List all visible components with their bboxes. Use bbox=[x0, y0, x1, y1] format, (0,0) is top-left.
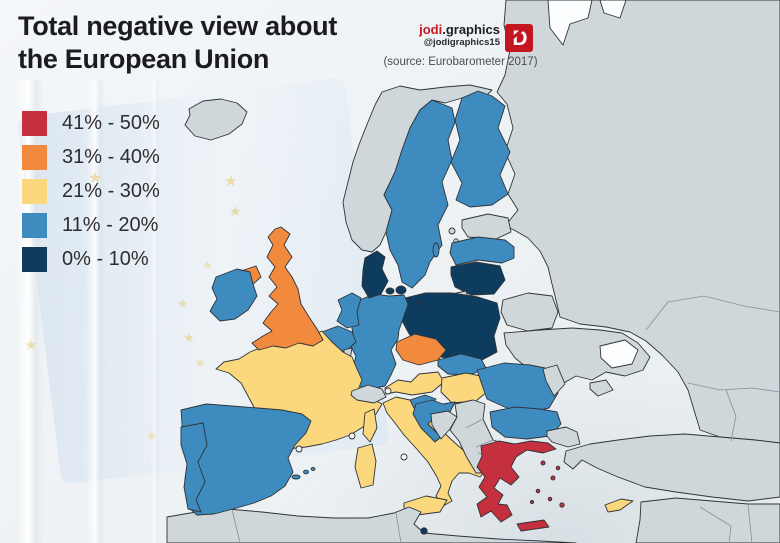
border-lines-caucasus bbox=[687, 382, 780, 442]
island-bornholm bbox=[416, 300, 422, 306]
island-corsica bbox=[362, 408, 378, 443]
country-ireland bbox=[209, 268, 258, 322]
legend-swatch bbox=[22, 212, 47, 238]
country-malta bbox=[420, 527, 428, 535]
page-title-line2: the European Union bbox=[18, 43, 270, 74]
country-united-kingdom bbox=[251, 226, 324, 351]
microstate-san-marino bbox=[400, 453, 408, 461]
sea-of-azov bbox=[599, 339, 639, 369]
country-estonia bbox=[461, 213, 512, 240]
microstate-liechtenstein bbox=[384, 387, 392, 395]
legend-label: 0% - 10% bbox=[62, 247, 149, 270]
source-attribution: (source: Eurobarometer 2017) bbox=[383, 56, 538, 68]
border-lines-east bbox=[645, 295, 780, 331]
country-hungary bbox=[440, 372, 490, 404]
greek-island bbox=[540, 460, 546, 466]
island-funen bbox=[385, 287, 395, 295]
country-belarus bbox=[500, 292, 559, 332]
border-lines-north-africa bbox=[231, 508, 402, 543]
brand-name-secondary: .graphics bbox=[442, 22, 500, 37]
legend-item-21-30: 21% - 30% bbox=[22, 174, 160, 208]
country-netherlands bbox=[336, 292, 362, 329]
flagpole-decoration bbox=[150, 80, 160, 543]
legend-swatch bbox=[22, 246, 47, 272]
country-romania bbox=[476, 362, 559, 413]
legend-swatch bbox=[22, 110, 47, 136]
greek-island bbox=[559, 502, 565, 508]
legend-item-11-20: 11% - 20% bbox=[22, 208, 160, 242]
region-middle-east bbox=[635, 497, 780, 543]
country-portugal bbox=[180, 422, 208, 513]
country-switzerland bbox=[350, 384, 387, 404]
island-zealand bbox=[395, 285, 407, 295]
greek-island bbox=[529, 499, 535, 505]
country-lithuania bbox=[450, 261, 506, 296]
microstate-monaco bbox=[348, 432, 356, 440]
region-crimea bbox=[589, 379, 614, 397]
legend-item-0-10: 0% - 10% bbox=[22, 242, 160, 276]
flagpole-decoration bbox=[86, 80, 106, 543]
island-menorca bbox=[303, 469, 309, 475]
island-gotland bbox=[432, 242, 440, 258]
island-sardinia bbox=[354, 443, 377, 489]
page-title: Total negative view about the European U… bbox=[18, 10, 458, 76]
country-spain bbox=[180, 403, 312, 516]
country-bosnia-herzegovina bbox=[430, 410, 458, 440]
country-cyprus bbox=[604, 498, 634, 513]
greek-island bbox=[535, 488, 541, 494]
legend-label: 21% - 30% bbox=[62, 179, 160, 202]
country-turkey bbox=[563, 433, 780, 502]
legend-label: 31% - 40% bbox=[62, 145, 160, 168]
legend: 41% - 50% 31% - 40% 21% - 30% 11% - 20% … bbox=[22, 106, 160, 276]
island-ibiza bbox=[310, 467, 316, 471]
country-finland bbox=[450, 90, 511, 208]
region-turkey-thrace bbox=[546, 426, 581, 448]
brand-name: jodi.graphics bbox=[360, 22, 500, 37]
legend-item-31-40: 31% - 40% bbox=[22, 140, 160, 174]
page-title-line1: Total negative view about bbox=[18, 11, 338, 41]
country-iceland bbox=[184, 98, 248, 141]
border-lines-middle-east bbox=[699, 503, 753, 543]
legend-swatch bbox=[22, 144, 47, 170]
jodigraphics-logo: D bbox=[505, 24, 533, 52]
legend-label: 41% - 50% bbox=[62, 111, 160, 134]
country-denmark bbox=[361, 250, 389, 299]
greek-island bbox=[547, 496, 553, 502]
island-mallorca bbox=[291, 474, 301, 480]
country-russia bbox=[496, 0, 780, 444]
legend-label: 11% - 20% bbox=[62, 213, 159, 236]
brand-name-primary: jodi bbox=[419, 22, 443, 37]
estonian-island bbox=[448, 227, 456, 235]
white-sea bbox=[547, 0, 593, 46]
greek-island bbox=[550, 475, 556, 481]
region-north-africa bbox=[166, 506, 577, 543]
barents-inlet bbox=[599, 0, 627, 19]
social-handle: @jodigraphics15 bbox=[423, 37, 500, 48]
country-latvia bbox=[449, 236, 515, 266]
logo-monogram: D bbox=[512, 26, 528, 50]
microstate-andorra bbox=[295, 445, 303, 453]
legend-item-41-50: 41% - 50% bbox=[22, 106, 160, 140]
country-moldova bbox=[542, 364, 566, 397]
country-greece bbox=[476, 440, 557, 523]
legend-swatch bbox=[22, 178, 47, 204]
country-austria bbox=[384, 371, 445, 396]
greek-island bbox=[555, 465, 561, 471]
island-crete bbox=[516, 519, 550, 532]
country-sweden bbox=[383, 99, 456, 289]
